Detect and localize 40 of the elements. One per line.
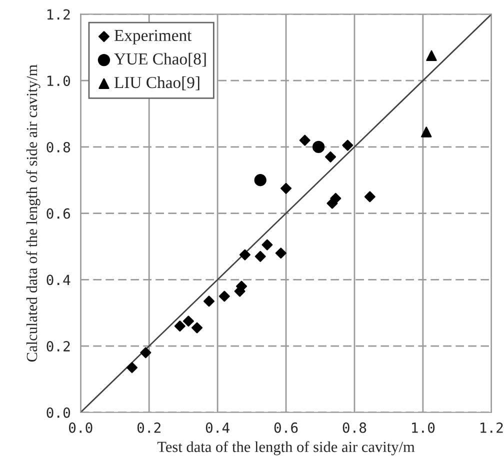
point (239, 249, 250, 260)
point (330, 192, 342, 204)
y-axis-title: Calculated data of the length of side air cavity/m (26, 64, 40, 362)
point (364, 191, 376, 202)
point (299, 134, 310, 146)
y-tick-label: 0.8 (46, 142, 70, 152)
point (325, 151, 336, 162)
point (254, 250, 266, 262)
x-tick-label: 0.6 (274, 422, 298, 433)
x-tick-label: 0.0 (69, 422, 92, 433)
point (126, 362, 138, 374)
x-axis-title: Test data of the length of side air cavity/m (157, 441, 415, 456)
point (140, 347, 152, 358)
x-tick-label: 0.4 (206, 422, 230, 433)
point (275, 248, 286, 259)
y-tick-label: 0.0 (46, 407, 70, 418)
point (262, 239, 273, 250)
x-tick-label: 0.2 (137, 422, 160, 433)
point (426, 50, 437, 62)
point (421, 126, 432, 138)
point (218, 290, 230, 302)
x-tick-label: 0.8 (342, 422, 366, 433)
y-tick-label: 0.6 (46, 208, 70, 219)
x-tick-label: 1.2 (480, 422, 503, 433)
legend-label: LIU Chao[9] (114, 76, 200, 90)
point (342, 140, 354, 151)
y-tick-label: 1.2 (48, 9, 70, 20)
y-tick-label: 1.0 (48, 76, 70, 86)
point (312, 140, 325, 154)
point (182, 316, 194, 327)
point (203, 296, 215, 307)
point (174, 320, 186, 332)
legend-label: YUE Chao[8] (114, 52, 206, 67)
x-tick-label: 1.0 (412, 422, 435, 433)
y-tick-label: 0.4 (46, 274, 70, 286)
y-tick-label: 0.2 (46, 341, 70, 352)
point (254, 174, 266, 186)
point (280, 182, 292, 194)
legend-label: Experiment (114, 30, 192, 44)
point (192, 322, 203, 334)
